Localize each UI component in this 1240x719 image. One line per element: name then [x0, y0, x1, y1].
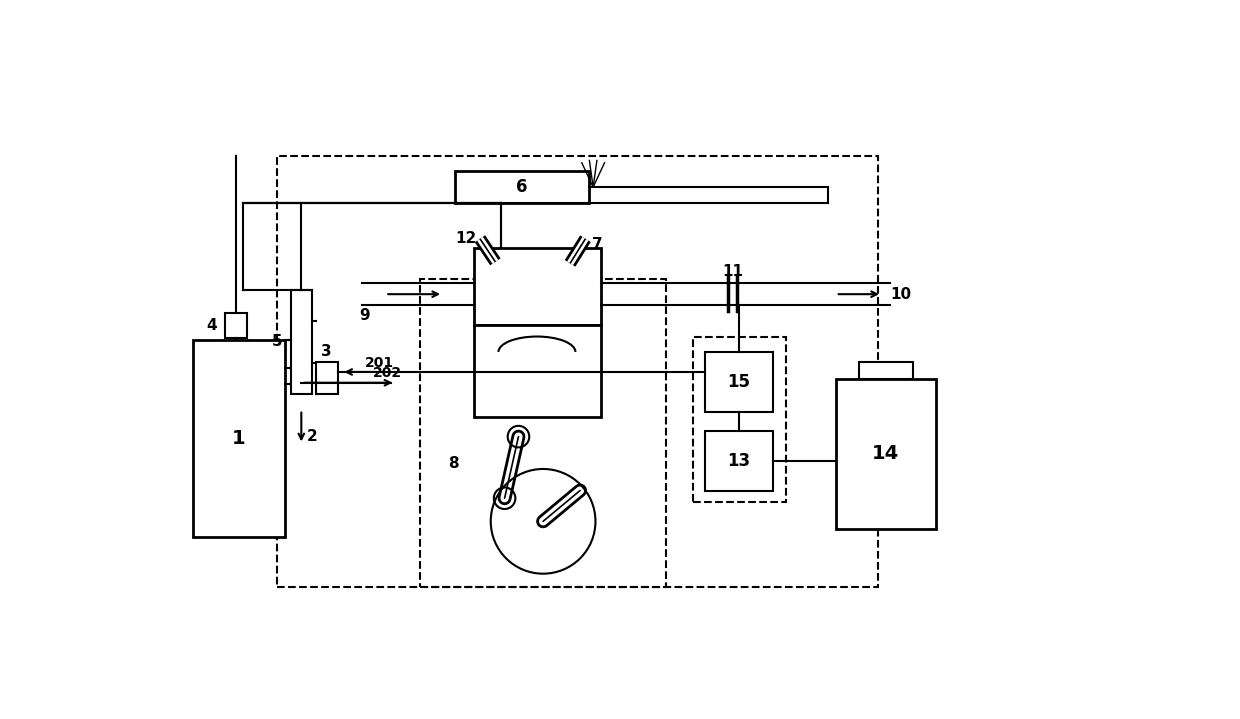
Bar: [704, 352, 773, 412]
Bar: [474, 325, 601, 418]
Text: 8: 8: [448, 456, 459, 471]
Bar: [455, 171, 589, 203]
Text: 7: 7: [591, 237, 603, 252]
Text: 15: 15: [727, 373, 750, 391]
Bar: [278, 155, 878, 587]
Text: 4: 4: [206, 319, 217, 333]
Bar: [226, 313, 247, 338]
Bar: [704, 431, 773, 491]
Text: 201: 201: [366, 356, 394, 370]
Text: 3: 3: [321, 344, 332, 359]
Bar: [474, 248, 601, 325]
Text: 202: 202: [373, 366, 402, 380]
Text: 14: 14: [872, 444, 899, 463]
Bar: [693, 336, 786, 502]
Text: 6: 6: [516, 178, 527, 196]
Text: 5: 5: [272, 334, 281, 349]
Bar: [836, 379, 936, 529]
Text: 13: 13: [727, 452, 750, 470]
Text: 2: 2: [306, 429, 317, 444]
Text: 11: 11: [722, 264, 743, 278]
Bar: [290, 290, 312, 394]
Bar: [316, 362, 337, 394]
Bar: [420, 279, 666, 587]
Bar: [859, 362, 913, 379]
Text: 9: 9: [360, 308, 370, 324]
Text: 1: 1: [232, 429, 246, 448]
Text: 10: 10: [890, 287, 911, 302]
Text: 12: 12: [455, 232, 476, 246]
Bar: [192, 340, 285, 536]
